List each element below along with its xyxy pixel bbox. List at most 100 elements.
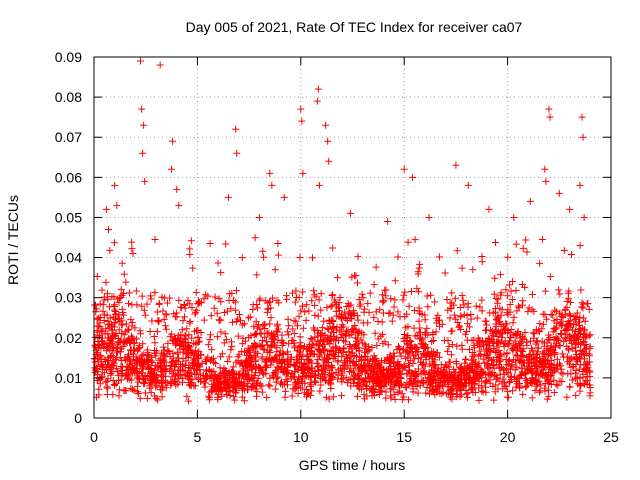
data-point [130, 366, 138, 374]
data-point [509, 277, 517, 285]
data-point [296, 333, 304, 341]
data-point [584, 300, 592, 308]
data-point [204, 341, 212, 349]
data-point [241, 386, 249, 394]
data-point [492, 381, 500, 389]
data-point [381, 286, 389, 294]
data-point [384, 370, 392, 378]
data-point [349, 367, 357, 375]
data-point [119, 309, 127, 317]
data-point [258, 388, 266, 396]
data-point [504, 393, 512, 401]
x-tick-label: 20 [500, 429, 516, 445]
data-point [462, 387, 470, 395]
data-point [467, 310, 475, 318]
data-point [576, 242, 584, 250]
data-point [111, 181, 119, 189]
data-point [465, 346, 473, 354]
data-point [274, 364, 282, 372]
data-point [547, 311, 555, 319]
data-point [530, 355, 538, 363]
data-point [571, 316, 579, 324]
data-point [566, 336, 574, 344]
data-point [524, 308, 532, 316]
data-point [504, 388, 512, 396]
data-point [160, 358, 168, 366]
data-point [476, 303, 484, 311]
data-point [579, 370, 587, 378]
data-point [282, 376, 290, 384]
data-point [291, 344, 299, 352]
data-point [416, 324, 424, 332]
data-point [197, 351, 205, 359]
data-point [486, 309, 494, 317]
data-point [519, 244, 527, 252]
data-point [157, 363, 165, 371]
data-point [309, 254, 317, 262]
data-point [578, 303, 586, 311]
data-point [522, 383, 530, 391]
data-point [299, 288, 307, 296]
data-point [337, 367, 345, 375]
data-point [125, 325, 133, 333]
data-point [492, 238, 500, 246]
data-point [577, 286, 585, 294]
data-point [144, 348, 152, 356]
data-point [335, 348, 343, 356]
data-point [124, 300, 132, 308]
data-point [399, 296, 407, 304]
data-point [433, 387, 441, 395]
data-point [317, 381, 325, 389]
data-point [315, 340, 323, 348]
data-point [361, 367, 369, 375]
data-point [544, 361, 552, 369]
data-point [563, 303, 571, 311]
data-point [210, 367, 218, 375]
data-point [507, 287, 515, 295]
data-point [554, 382, 562, 390]
data-point [373, 363, 381, 371]
data-point [429, 358, 437, 366]
data-point [178, 326, 186, 334]
data-point [138, 105, 146, 113]
data-point [492, 328, 500, 336]
data-point [103, 343, 111, 351]
data-point [226, 290, 234, 298]
data-point [99, 307, 107, 315]
data-point [447, 386, 455, 394]
data-point [497, 311, 505, 319]
data-point [490, 345, 498, 353]
data-point [299, 302, 307, 310]
data-point [253, 304, 261, 312]
data-point [106, 246, 114, 254]
data-point [224, 307, 232, 315]
data-point [93, 327, 101, 335]
data-point [200, 295, 208, 303]
data-point [289, 372, 297, 380]
data-point [347, 301, 355, 309]
data-point [285, 340, 293, 348]
data-point [402, 333, 410, 341]
data-point [435, 253, 443, 261]
data-point [159, 372, 167, 380]
data-point [122, 278, 130, 286]
data-point [498, 306, 506, 314]
data-point [132, 335, 140, 343]
data-point [314, 356, 322, 364]
data-point [254, 374, 262, 382]
data-point [278, 337, 286, 345]
data-point [530, 307, 538, 315]
data-point [498, 337, 506, 345]
data-point [355, 347, 363, 355]
data-point [298, 117, 306, 125]
data-point [552, 380, 560, 388]
data-point [301, 389, 309, 397]
data-point [91, 341, 99, 349]
data-point [406, 379, 414, 387]
data-point [401, 313, 409, 321]
data-point [232, 287, 240, 295]
data-point [523, 356, 531, 364]
data-point [457, 312, 465, 320]
data-point [109, 391, 117, 399]
data-point [439, 388, 447, 396]
